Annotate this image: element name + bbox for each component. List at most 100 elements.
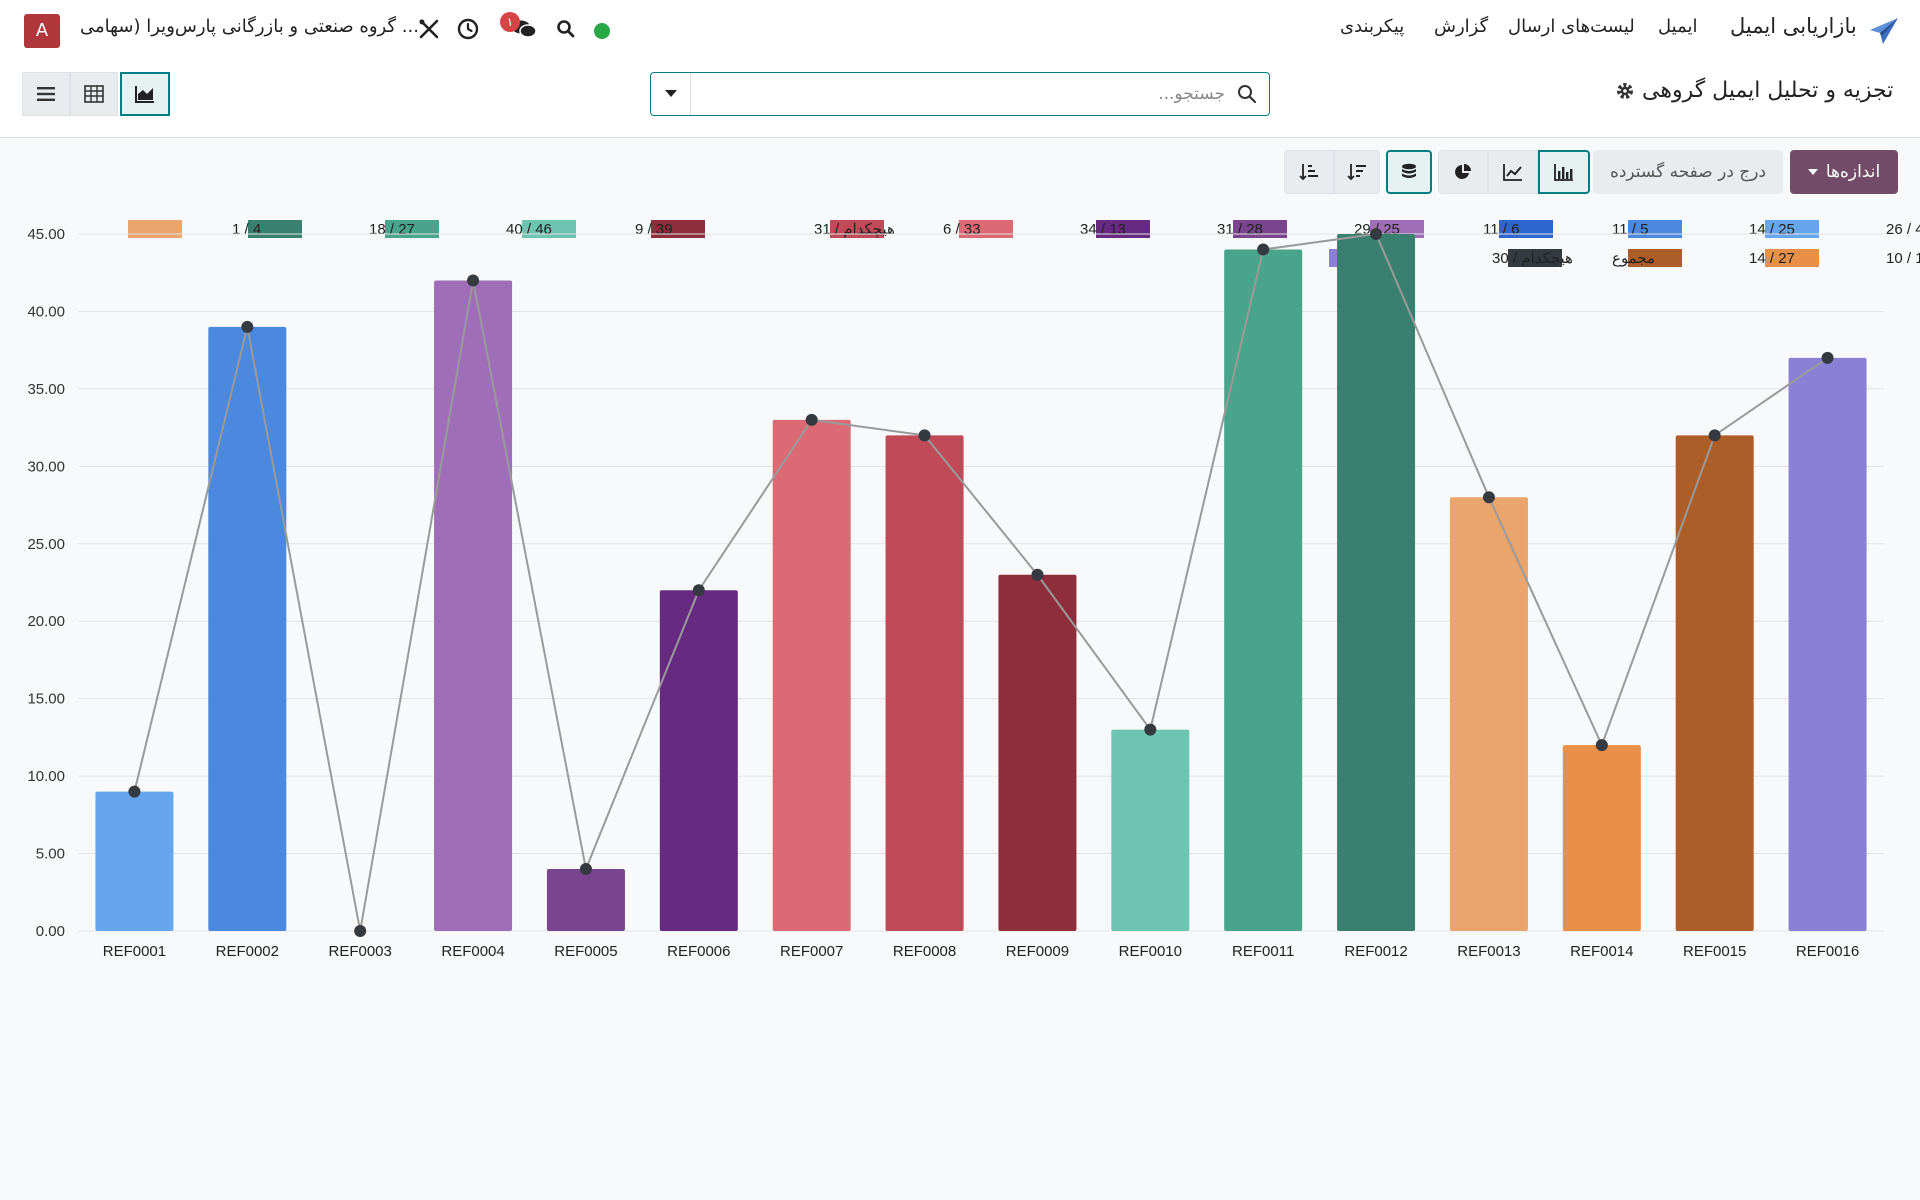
bar-chart-icon[interactable] (1538, 150, 1590, 194)
y-tick-label: 20.00 (27, 613, 65, 630)
legend-label: 25 / 14 (1749, 221, 1795, 238)
legend-label: 13 / 34 (1080, 221, 1126, 238)
y-tick-label: 40.00 (27, 303, 65, 320)
y-tick-label: 15.00 (27, 691, 65, 708)
total-line-point (241, 320, 254, 333)
company-switcher[interactable]: گروه صنعتی و بازرگانی پارس‌ویرا (سهامی .… (80, 16, 419, 37)
legend-item: 14 / 10 (1765, 249, 1920, 267)
legend-label: مجموع (1612, 250, 1655, 267)
measures-button[interactable]: اندازه‌ها (1790, 150, 1898, 194)
x-tick-label: REF0010 (1119, 943, 1182, 960)
menu-item-configuration[interactable]: پیکربندی (1340, 16, 1405, 37)
total-line-point (1708, 429, 1721, 442)
search-input[interactable] (695, 79, 1225, 109)
top-navbar: A گروه صنعتی و بازرگانی پارس‌ویرا (سهامی… (0, 0, 1920, 60)
user-avatar[interactable]: A (24, 14, 60, 48)
line-chart-icon[interactable] (1488, 150, 1538, 194)
legend-swatch (1508, 249, 1562, 267)
menu-item-mailing-lists[interactable]: لیست‌های ارسال (1508, 16, 1635, 37)
y-tick-label: 25.00 (27, 536, 65, 553)
legend-label: 33 / 6 (943, 221, 981, 238)
list-view-icon[interactable] (22, 72, 70, 116)
bar (1675, 435, 1754, 931)
legend-label: 5 / 11 (1612, 221, 1648, 238)
legend-item: 27 / 18 (248, 220, 415, 238)
measures-label: اندازه‌ها (1825, 162, 1881, 182)
search-icon[interactable] (1237, 84, 1257, 108)
bar (546, 869, 625, 931)
legend-label: هیچکدام / 30 (1492, 250, 1573, 267)
bar (772, 419, 851, 931)
total-line-point (1370, 228, 1383, 240)
total-line-point (1821, 351, 1834, 364)
x-tick-label: REF0004 (441, 943, 504, 960)
legend-item: هیچکدام / 31 (651, 220, 895, 238)
gear-icon[interactable] (1616, 82, 1634, 104)
legend-label: 39 / 9 (635, 221, 673, 238)
y-tick-label: 10.00 (27, 768, 65, 785)
tools-icon[interactable] (416, 16, 442, 42)
app-name[interactable]: بازاریابی ایمیل (1730, 14, 1857, 38)
x-tick-label: REF0003 (329, 943, 392, 960)
chart-total-line (128, 228, 1834, 937)
total-line-point (1031, 568, 1044, 581)
bar (208, 326, 287, 931)
page-title: تجزیه و تحلیل ایمیل گروهی (1642, 78, 1894, 103)
caret-down-icon (1807, 168, 1818, 175)
menu-item-email[interactable]: ایمیل (1658, 16, 1698, 37)
legend-swatch (128, 220, 182, 238)
bar (885, 435, 964, 931)
total-line-point (1595, 739, 1608, 752)
legend-swatch (1628, 249, 1682, 267)
total-line-path (133, 232, 1829, 932)
sort-asc-icon[interactable] (1284, 150, 1334, 194)
pie-chart-icon[interactable] (1438, 150, 1488, 194)
x-tick-label: REF0002 (216, 943, 279, 960)
graph-view-icon[interactable] (120, 72, 170, 116)
insert-in-spreadsheet-button[interactable]: درج در صفحه گسترده (1593, 150, 1783, 194)
bar (1562, 745, 1641, 931)
x-tick-label: REF0001 (103, 943, 166, 960)
chart-x-axis: REF0001 REF0002 REF0003 REF0004 REF0005 REF00… (103, 943, 1860, 960)
legend-item: 13 / 34 (959, 220, 1126, 238)
search-options-toggle[interactable] (651, 73, 691, 115)
bar (434, 280, 513, 931)
bar (998, 574, 1077, 931)
paper-plane-icon[interactable] (1868, 16, 1900, 50)
legend-item: مجموع (1508, 249, 1655, 267)
sort-desc-icon[interactable] (1334, 150, 1380, 194)
legend-label: 46 / 40 (506, 221, 552, 238)
bar (659, 590, 738, 931)
legend-label: 6 / 11 (1483, 221, 1519, 238)
y-tick-label: 30.00 (27, 458, 65, 475)
search-icon[interactable] (553, 16, 579, 42)
total-line-point (1482, 491, 1495, 504)
x-tick-label: REF0014 (1570, 943, 1633, 960)
total-line-point (692, 584, 705, 597)
legend-item: 25 / 14 (1628, 220, 1795, 238)
legend-item: 5 / 11 (1499, 220, 1648, 238)
y-tick-label: 0.00 (36, 923, 65, 940)
legend-swatch (1765, 249, 1819, 267)
total-line-point (1257, 243, 1270, 256)
stacked-icon[interactable] (1386, 150, 1432, 194)
x-tick-label: REF0009 (1006, 943, 1069, 960)
clock-icon[interactable] (455, 16, 481, 42)
total-line-point (579, 863, 592, 876)
x-tick-label: REF0008 (893, 943, 956, 960)
total-line-point (354, 925, 367, 937)
legend-item: 27 / 14 (1628, 249, 1795, 267)
bar (1111, 729, 1190, 931)
x-tick-label: REF0013 (1457, 943, 1520, 960)
menu-item-reporting[interactable]: گزارش (1434, 16, 1489, 37)
x-tick-label: REF0016 (1796, 943, 1859, 960)
legend-label: 27 / 14 (1749, 250, 1795, 267)
bar (1788, 357, 1867, 931)
pivot-view-icon[interactable] (70, 72, 118, 116)
total-line-point (805, 413, 818, 426)
legend-label: هیچکدام / 31 (814, 221, 895, 238)
legend-label: 28 / 31 (1217, 221, 1263, 238)
notification-badge: ۱ (500, 12, 520, 32)
